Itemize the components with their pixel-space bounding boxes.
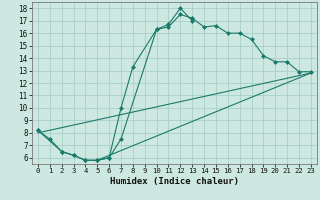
X-axis label: Humidex (Indice chaleur): Humidex (Indice chaleur) xyxy=(110,177,239,186)
